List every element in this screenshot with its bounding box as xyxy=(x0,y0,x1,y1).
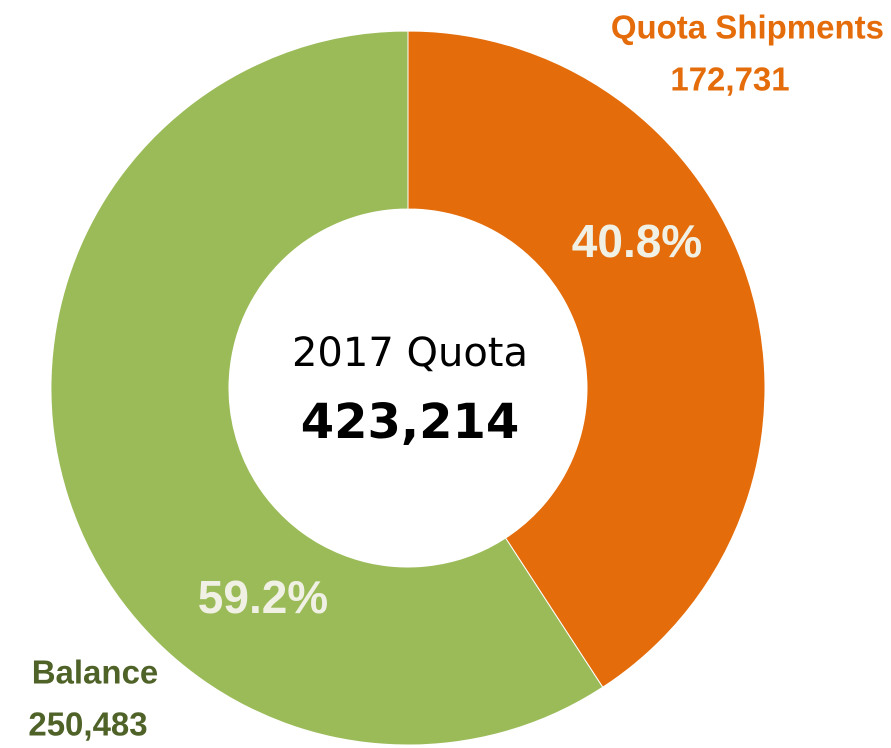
slice xyxy=(407,30,766,688)
percent-label: 59.2% xyxy=(198,571,328,623)
category-label: Quota Shipments xyxy=(611,9,884,46)
value-label: 172,731 xyxy=(670,61,789,98)
value-label: 250,483 xyxy=(28,706,147,743)
total-label: 423,214 xyxy=(301,394,520,450)
slice xyxy=(50,30,604,746)
center-label: 2017 Quota xyxy=(292,330,528,376)
category-label: Balance xyxy=(32,654,159,691)
percent-label: 40.8% xyxy=(572,215,702,267)
